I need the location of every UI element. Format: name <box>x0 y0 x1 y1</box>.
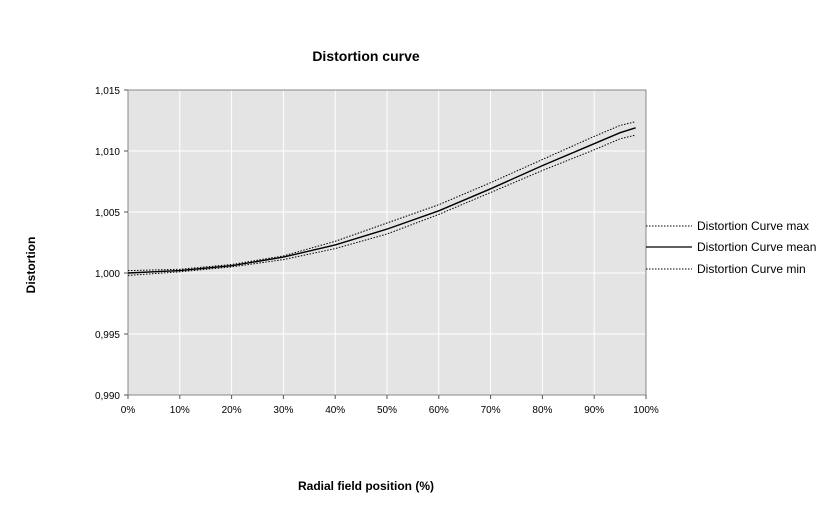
y-tick-label: 0,995 <box>95 330 120 341</box>
y-tick-label: 0,990 <box>95 391 120 402</box>
x-tick-label: 40% <box>325 405 345 416</box>
x-tick-label: 0% <box>121 405 136 416</box>
y-axis-ticks: 0,990 0,995 1,000 1,005 1,010 1,015 <box>95 86 128 402</box>
y-axis-title: Distortion <box>24 237 38 294</box>
legend-label: Distortion Curve min <box>697 262 806 276</box>
chart-title: Distortion curve <box>312 48 420 64</box>
x-tick-label: 90% <box>584 405 604 416</box>
x-tick-label: 20% <box>222 405 242 416</box>
legend: Distortion Curve max Distortion Curve mea… <box>646 219 816 276</box>
x-tick-label: 60% <box>429 405 449 416</box>
x-axis-title: Radial field position (%) <box>298 479 434 493</box>
series-line-distortion-curve-mean <box>127 127 636 274</box>
y-tick-label: 1,015 <box>95 86 120 97</box>
y-tick-label: 1,010 <box>95 147 120 158</box>
x-tick-label: 80% <box>532 405 552 416</box>
legend-label: Distortion Curve max <box>697 219 809 233</box>
x-tick-label: 10% <box>170 405 190 416</box>
series-lines <box>127 121 636 276</box>
grid-lines <box>127 89 647 396</box>
x-axis-ticks: 0% 10% 20% 30% 40% 50% 60% 70% 80% 90% 100% <box>121 395 659 416</box>
x-tick-label: 50% <box>377 405 397 416</box>
y-tick-label: 1,000 <box>95 269 120 280</box>
legend-label: Distortion Curve mean <box>697 240 816 254</box>
x-tick-label: 30% <box>273 405 293 416</box>
x-tick-label: 100% <box>633 405 659 416</box>
y-tick-label: 1,005 <box>95 208 120 219</box>
x-tick-label: 70% <box>481 405 501 416</box>
